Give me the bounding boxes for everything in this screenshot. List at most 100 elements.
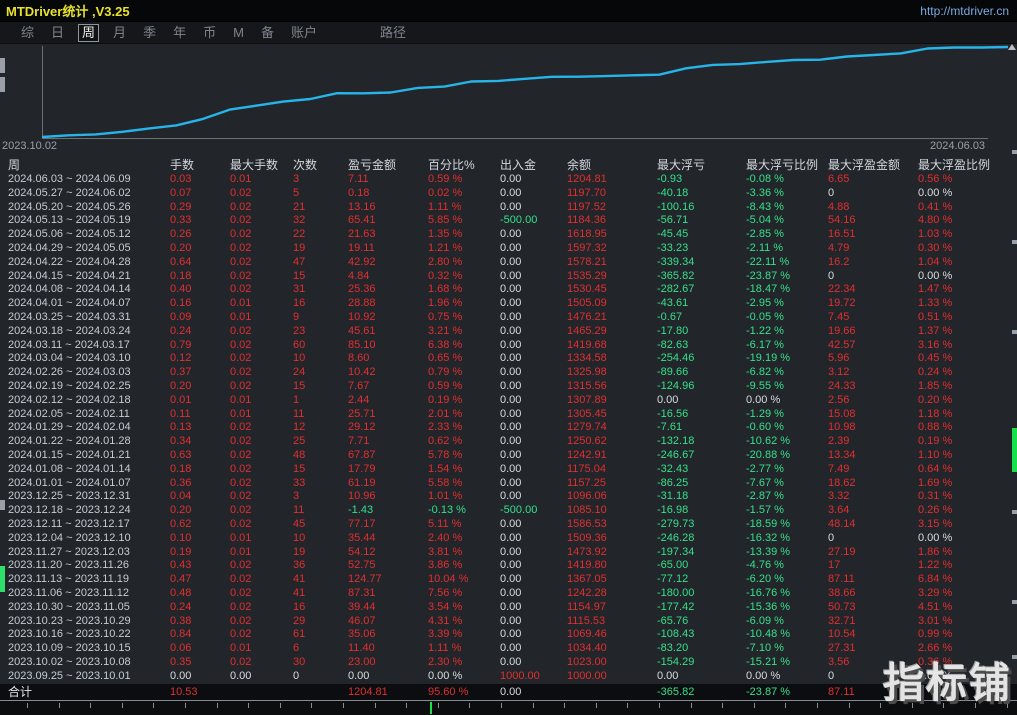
right-scrollbar-mark[interactable] bbox=[1012, 240, 1017, 244]
table-row[interactable]: 2023.11.27 ~ 2023.12.03 0.19 0.01 19 54.12 3.… bbox=[0, 546, 1017, 560]
menu-item-季[interactable]: 季 bbox=[143, 24, 157, 40]
menu-item-综[interactable]: 综 bbox=[21, 24, 35, 40]
right-scrollbar-position[interactable] bbox=[1012, 428, 1017, 472]
table-row[interactable]: 2023.12.25 ~ 2023.12.31 0.04 0.02 3 10.96 1.0… bbox=[0, 490, 1017, 504]
app-title: MTDriver统计 ,V3.25 bbox=[6, 4, 130, 19]
table-row[interactable]: 2023.10.16 ~ 2023.10.22 0.84 0.02 61 35.06 3.… bbox=[0, 628, 1017, 642]
bottom-ruler-scrollbar[interactable] bbox=[0, 700, 1017, 715]
left-scrollbar-mark[interactable] bbox=[0, 500, 5, 510]
table-row[interactable]: 2023.10.02 ~ 2023.10.08 0.35 0.02 30 23.00 2.… bbox=[0, 656, 1017, 670]
menu-item-币[interactable]: 币 bbox=[203, 24, 217, 40]
table-row[interactable]: 2023.10.23 ~ 2023.10.29 0.38 0.02 29 46.07 4.… bbox=[0, 615, 1017, 629]
table-row[interactable]: 2024.02.19 ~ 2024.02.25 0.20 0.02 15 7.67 0.5… bbox=[0, 380, 1017, 394]
cell-value: 67.87 bbox=[348, 448, 376, 461]
cell-value: 0.02 bbox=[230, 600, 252, 613]
table-row[interactable]: 2024.01.29 ~ 2024.02.04 0.13 0.02 12 29.12 2.… bbox=[0, 421, 1017, 435]
ruler-position-marker[interactable] bbox=[430, 702, 432, 714]
cell-value: 41 bbox=[293, 586, 306, 599]
left-scrollbar-mark[interactable] bbox=[0, 77, 5, 92]
menu-item-路径[interactable]: 路径 bbox=[379, 24, 406, 40]
cell-value: -77.12 bbox=[657, 573, 689, 586]
cell-value: 0.06 bbox=[170, 642, 192, 655]
cell-value: 0.00 bbox=[657, 393, 679, 406]
cell-value: 3.16 % bbox=[918, 338, 953, 351]
cell-value: 19.11 bbox=[348, 241, 375, 254]
table-row[interactable]: 2024.02.26 ~ 2024.03.03 0.37 0.02 24 10.42 0.… bbox=[0, 366, 1017, 380]
cell-value: 0.02 bbox=[230, 228, 252, 241]
right-scrollbar-mark[interactable] bbox=[1012, 600, 1017, 604]
site-link[interactable]: http://mtdriver.cn bbox=[920, 3, 1009, 18]
cell-value: 7.11 bbox=[348, 173, 369, 185]
cell-value: 2.39 bbox=[828, 435, 850, 448]
table-row[interactable]: 2024.01.15 ~ 2024.01.21 0.63 0.02 48 67.87 5.… bbox=[0, 449, 1017, 463]
cell-value: 0.48 bbox=[170, 586, 192, 599]
cell-value: 87.31 bbox=[348, 586, 376, 599]
cell-value: 0.02 bbox=[230, 435, 252, 448]
table-row[interactable]: 2024.05.27 ~ 2024.06.02 0.07 0.02 5 0.18 0.02… bbox=[0, 187, 1017, 201]
cell-value: 5.11 % bbox=[428, 517, 462, 530]
cell-period: 2024.04.01 ~ 2024.04.07 bbox=[8, 297, 131, 310]
right-scrollbar-mark[interactable] bbox=[1012, 510, 1017, 514]
table-row[interactable]: 2023.11.13 ~ 2023.11.19 0.47 0.02 41 124.77 1… bbox=[0, 573, 1017, 587]
table-row[interactable]: 2024.04.22 ~ 2024.04.28 0.64 0.02 47 42.92 2.… bbox=[0, 256, 1017, 270]
cell-value: 0.00 % bbox=[918, 269, 953, 282]
menu-item-M[interactable]: M bbox=[233, 24, 244, 40]
right-scrollbar-mark[interactable] bbox=[1012, 655, 1017, 659]
ruler-tick bbox=[375, 703, 376, 708]
scroll-up-arrow-icon[interactable] bbox=[1008, 44, 1016, 50]
cell-value: 1509.36 bbox=[567, 531, 607, 544]
cell-value: -6.20 % bbox=[746, 573, 784, 586]
menu-item-年[interactable]: 年 bbox=[173, 24, 187, 40]
table-row[interactable]: 2024.04.29 ~ 2024.05.05 0.20 0.02 19 19.11 1.… bbox=[0, 242, 1017, 256]
table-row[interactable]: 2024.04.15 ~ 2024.04.21 0.18 0.02 15 4.84 0.3… bbox=[0, 270, 1017, 284]
table-row[interactable]: 2023.11.06 ~ 2023.11.12 0.48 0.02 41 87.31 7.… bbox=[0, 587, 1017, 601]
column-header: 余额 bbox=[567, 157, 592, 172]
cell-value: 12 bbox=[293, 421, 306, 434]
column-header: 最大浮盈金额 bbox=[828, 157, 901, 172]
table-row[interactable]: 2023.12.11 ~ 2023.12.17 0.62 0.02 45 77.17 5.… bbox=[0, 518, 1017, 532]
ruler-tick bbox=[880, 703, 881, 708]
cell-value: 0.31 % bbox=[918, 490, 953, 503]
right-scrollbar-mark[interactable] bbox=[1012, 330, 1017, 334]
table-row[interactable]: 2023.11.20 ~ 2023.11.26 0.43 0.02 36 52.75 3.… bbox=[0, 559, 1017, 573]
menu-item-月[interactable]: 月 bbox=[113, 24, 127, 40]
table-row[interactable]: 2024.03.04 ~ 2024.03.10 0.12 0.02 10 8.60 0.6… bbox=[0, 352, 1017, 366]
cell-value: 1279.74 bbox=[567, 421, 607, 434]
table-row[interactable]: 2023.10.09 ~ 2023.10.15 0.06 0.01 6 11.40 1.1… bbox=[0, 642, 1017, 656]
table-row[interactable]: 2024.05.06 ~ 2024.05.12 0.26 0.02 22 21.63 1.… bbox=[0, 228, 1017, 242]
menu-item-备[interactable]: 备 bbox=[260, 24, 274, 40]
table-row[interactable]: 2023.12.18 ~ 2023.12.24 0.20 0.02 11 -1.43 -0… bbox=[0, 504, 1017, 518]
cell-value: 0.00 % bbox=[918, 531, 953, 544]
cell-value: 10.54 bbox=[828, 628, 856, 641]
cell-value: 0.19 % bbox=[428, 393, 463, 406]
table-row[interactable]: 2024.02.05 ~ 2024.02.11 0.11 0.01 11 25.71 2.… bbox=[0, 408, 1017, 422]
table-row[interactable]: 2024.01.01 ~ 2024.01.07 0.36 0.02 33 61.19 5.… bbox=[0, 477, 1017, 491]
table-row[interactable]: 2024.01.08 ~ 2024.01.14 0.18 0.02 15 17.79 1.… bbox=[0, 463, 1017, 477]
menu-item-周[interactable]: 周 bbox=[78, 23, 100, 42]
menu-item-账户[interactable]: 账户 bbox=[290, 24, 317, 40]
table-row[interactable]: 2024.04.08 ~ 2024.04.14 0.40 0.02 31 25.36 1.… bbox=[0, 283, 1017, 297]
table-row[interactable]: 2024.04.01 ~ 2024.04.07 0.16 0.01 16 28.88 1.… bbox=[0, 297, 1017, 311]
chart-end-date: 2024.06.03 bbox=[930, 140, 986, 152]
left-scrollbar-mark[interactable] bbox=[0, 58, 5, 73]
cell-value: 19.72 bbox=[828, 297, 856, 310]
table-row[interactable]: 2023.09.25 ~ 2023.10.01 0.00 0.00 0 0.00 0.00… bbox=[0, 670, 1017, 684]
table-row[interactable]: 2024.03.25 ~ 2024.03.31 0.09 0.01 9 10.92 0.7… bbox=[0, 311, 1017, 325]
table-row[interactable]: 2024.03.18 ~ 2024.03.24 0.24 0.02 23 45.61 3.… bbox=[0, 325, 1017, 339]
table-row[interactable]: 2024.03.11 ~ 2024.03.17 0.79 0.02 60 85.10 6.… bbox=[0, 339, 1017, 353]
table-row[interactable]: 2024.06.03 ~ 2024.06.09 0.03 0.01 3 7.11 0.59… bbox=[0, 173, 1017, 187]
table-row[interactable]: 2023.12.04 ~ 2023.12.10 0.10 0.01 10 35.44 2.… bbox=[0, 532, 1017, 546]
table-row[interactable]: 2024.05.20 ~ 2024.05.26 0.29 0.02 21 13.16 1.… bbox=[0, 201, 1017, 215]
right-scrollbar-mark[interactable] bbox=[1012, 150, 1017, 154]
ruler-tick bbox=[817, 703, 818, 708]
cell-value: 0.26 bbox=[170, 228, 192, 241]
table-row[interactable]: 2024.02.12 ~ 2024.02.18 0.01 0.01 1 2.44 0.19… bbox=[0, 394, 1017, 408]
menu-item-日[interactable]: 日 bbox=[51, 24, 65, 40]
cell-value: 0.20 bbox=[170, 379, 192, 392]
cell-value: 41 bbox=[293, 573, 306, 586]
table-row[interactable]: 2024.01.22 ~ 2024.01.28 0.34 0.02 25 7.71 0.6… bbox=[0, 435, 1017, 449]
table-row[interactable]: 2023.10.30 ~ 2023.11.05 0.24 0.02 16 39.44 3.… bbox=[0, 601, 1017, 615]
table-row[interactable]: 2024.05.13 ~ 2024.05.19 0.33 0.02 32 65.41 5.… bbox=[0, 214, 1017, 228]
left-scrollbar-position[interactable] bbox=[0, 566, 5, 592]
